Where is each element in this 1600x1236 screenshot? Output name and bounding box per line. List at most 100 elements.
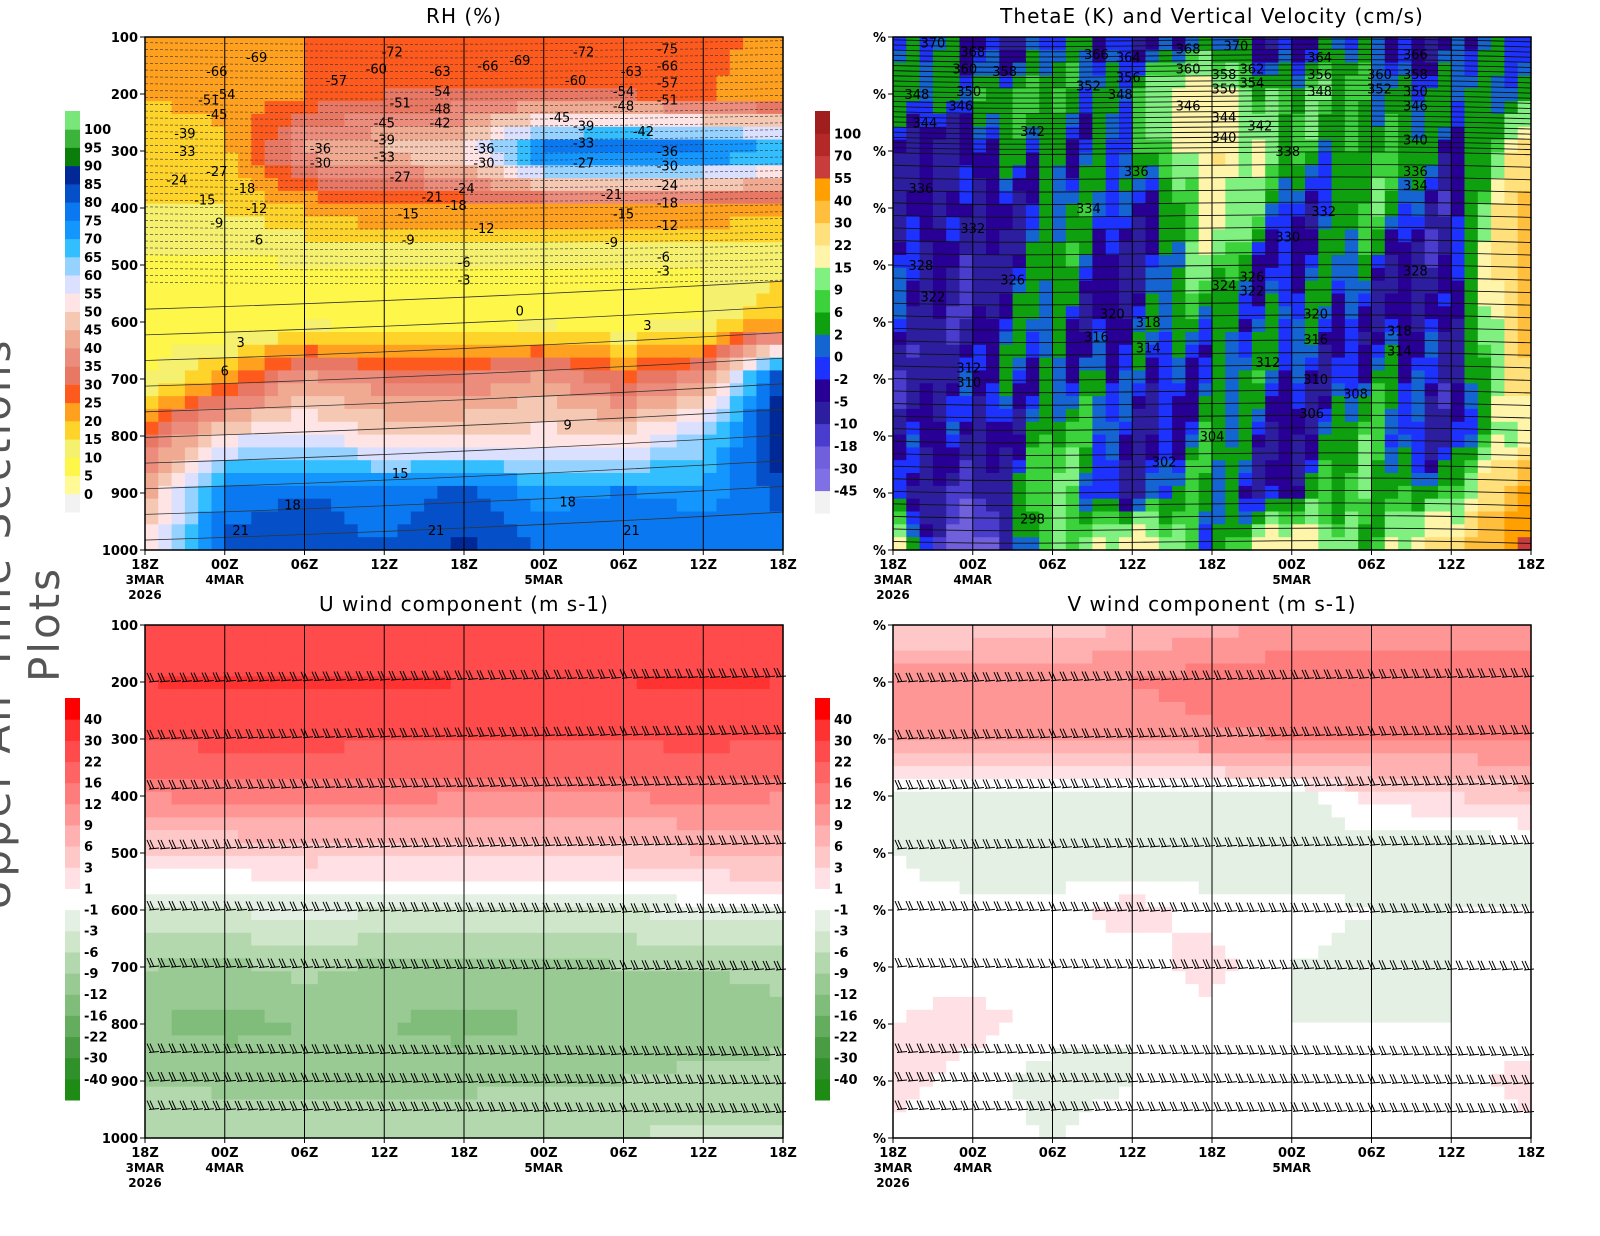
field-cell	[1331, 62, 1346, 76]
field-cell	[1225, 537, 1240, 551]
field-cell	[690, 216, 704, 230]
field-cell	[1331, 485, 1346, 500]
field-cell	[291, 37, 306, 51]
field-cell	[676, 75, 691, 89]
field-cell	[1198, 255, 1213, 269]
field-cell	[570, 485, 585, 500]
field-cell	[1172, 203, 1186, 218]
field-cell	[557, 190, 571, 205]
field-cell	[893, 62, 907, 76]
field-cell	[972, 242, 987, 256]
field-cell	[729, 625, 744, 639]
field-cell	[1212, 485, 1226, 500]
field-cell	[238, 447, 252, 461]
field-cell	[690, 447, 704, 461]
field-cell	[317, 255, 332, 269]
field-cell	[596, 637, 611, 652]
field-cell	[1265, 49, 1280, 64]
field-cell	[371, 637, 385, 652]
field-cell	[211, 203, 226, 218]
field-cell	[1225, 460, 1240, 474]
field-cell	[716, 791, 731, 806]
field-cell	[211, 766, 226, 780]
field-cell	[424, 267, 438, 282]
field-cell	[397, 702, 412, 716]
field-cell	[371, 447, 385, 461]
field-cell	[1052, 152, 1067, 166]
field-cell	[530, 498, 545, 513]
field-cell	[503, 702, 518, 716]
field-cell	[304, 165, 319, 179]
field-cell	[1411, 293, 1426, 307]
field-cell	[397, 498, 412, 513]
field-cell	[1411, 460, 1426, 474]
field-cell	[743, 165, 757, 179]
field-cell	[583, 101, 598, 115]
field-cell	[184, 498, 199, 513]
field-cell	[450, 791, 465, 806]
field-cell	[1398, 280, 1412, 295]
field-cell	[676, 255, 691, 269]
contour-label: 348	[905, 88, 930, 103]
field-cell	[999, 178, 1014, 192]
field-cell	[490, 625, 505, 639]
field-cell	[1384, 485, 1399, 500]
field-cell	[1052, 524, 1067, 538]
field-cell	[1185, 113, 1200, 128]
field-cell	[184, 267, 199, 282]
field-cell	[331, 203, 345, 218]
field-cell	[1185, 280, 1200, 295]
colorbar-box	[815, 468, 830, 492]
contour-label: -6	[250, 233, 263, 248]
field-cell	[690, 434, 704, 448]
field-cell	[464, 791, 478, 806]
field-cell	[517, 319, 532, 333]
field-cell	[1158, 421, 1173, 436]
field-cell	[1105, 421, 1120, 436]
field-cell	[543, 408, 558, 423]
field-cell	[610, 49, 625, 64]
field-cell	[1371, 344, 1386, 359]
field-cell	[769, 344, 784, 359]
field-cell	[743, 113, 757, 128]
field-cell	[145, 650, 159, 664]
field-cell	[716, 267, 731, 282]
field-cell	[946, 216, 961, 230]
field-cell	[676, 383, 691, 397]
field-cell	[1278, 280, 1293, 295]
field-cell	[676, 485, 691, 500]
field-cell	[743, 319, 757, 333]
field-cell	[397, 473, 412, 487]
field-cell	[331, 676, 345, 690]
field-cell	[464, 332, 478, 346]
field-cell	[1517, 139, 1532, 153]
field-cell	[437, 689, 452, 703]
field-cell	[224, 650, 239, 664]
field-cell	[1265, 280, 1280, 295]
colorbar-label: 90	[84, 160, 102, 175]
field-cell	[557, 650, 571, 664]
field-cell	[291, 714, 306, 729]
field-cell	[1331, 473, 1346, 487]
field-cell	[769, 702, 784, 716]
field-cell	[503, 113, 518, 128]
field-cell	[211, 473, 226, 487]
field-cell	[437, 791, 452, 806]
field-cell	[663, 753, 678, 767]
field-cell	[1145, 75, 1160, 89]
field-cell	[1278, 460, 1293, 474]
contour-label: 15	[392, 467, 409, 482]
field-cell	[224, 689, 239, 703]
field-cell	[1331, 242, 1346, 256]
field-cell	[1384, 421, 1399, 436]
field-cell	[277, 804, 292, 818]
field-cell	[371, 280, 385, 295]
field-cell	[1119, 178, 1133, 192]
field-cell	[291, 460, 306, 474]
field-cell	[623, 689, 638, 703]
field-cell	[171, 344, 186, 359]
field-cell	[690, 791, 704, 806]
field-cell	[371, 421, 385, 436]
field-cell	[145, 75, 159, 89]
field-cell	[919, 165, 934, 179]
